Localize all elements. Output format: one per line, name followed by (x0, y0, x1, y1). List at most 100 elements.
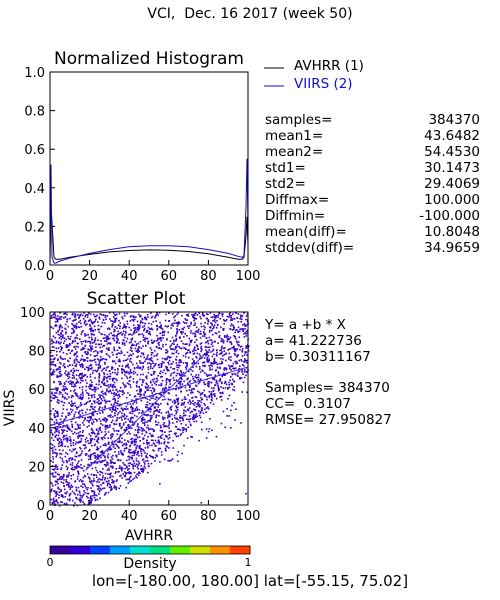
scatter-point (116, 373, 119, 376)
scatter-point (97, 328, 99, 331)
scatter-point (130, 357, 132, 360)
scatter-point (190, 321, 192, 324)
scatter-point (106, 337, 109, 340)
scatter-point (59, 418, 62, 421)
scatter-point (121, 453, 124, 455)
scatter-point (219, 318, 221, 320)
scatter-point (51, 434, 54, 436)
scatter-point (146, 414, 148, 416)
scatter-point (190, 373, 192, 376)
scatter-point (204, 364, 207, 367)
scatter-point (67, 365, 69, 368)
scatter-point (101, 370, 103, 372)
scatter-point (120, 331, 122, 334)
scatter-point (245, 325, 247, 327)
scatter-point (234, 348, 237, 351)
scatter-point (65, 346, 68, 349)
scatter-point (86, 360, 89, 362)
scatter-point (238, 368, 240, 370)
scatter-point (109, 390, 112, 393)
scatter-point (91, 423, 94, 425)
scatter-point (150, 312, 152, 314)
scatter-point (172, 377, 175, 379)
scatter-point (190, 340, 192, 342)
scatter-point (203, 335, 206, 337)
scatter-point (170, 363, 172, 365)
scatter-point (150, 351, 153, 354)
scatter-point (104, 455, 106, 457)
scatter-point (234, 419, 236, 421)
scatter-point (76, 497, 78, 500)
scatter-point (54, 410, 57, 412)
scatter-point (54, 392, 56, 394)
scatter-point (89, 345, 91, 347)
scatter-point (142, 458, 145, 461)
scatter-point (151, 352, 154, 354)
scatter-point (84, 335, 86, 337)
scatter-point (246, 359, 248, 362)
scatter-point (78, 321, 80, 323)
scatter-point (209, 369, 211, 371)
scatter-point (96, 456, 98, 459)
scatter-point (73, 413, 76, 416)
scatter-point (192, 400, 194, 402)
scatter-point (129, 368, 132, 371)
scatter-point (101, 436, 103, 439)
scatter-point (123, 450, 126, 452)
scatter-point (84, 368, 86, 370)
scatter-point (65, 492, 67, 495)
scatter-point (124, 359, 127, 362)
scatter-point (170, 374, 172, 377)
scatter-point (138, 454, 140, 457)
scatter-point (56, 452, 59, 455)
scatter-point (73, 492, 75, 494)
scatter-point (78, 480, 81, 482)
scatter-point (155, 380, 158, 383)
scatter-point (82, 358, 84, 361)
scatter-point (74, 480, 77, 482)
scatter-point (91, 444, 93, 447)
scatter-point (184, 386, 187, 389)
scatter-point (69, 338, 71, 340)
scatter-point (87, 464, 90, 466)
scatter-point (203, 383, 206, 385)
scatter-point (193, 415, 196, 418)
scatter-point (122, 317, 124, 320)
scatter-point (58, 488, 60, 490)
scatter-point (185, 368, 188, 370)
scatter-point (196, 403, 198, 405)
scatter-point (135, 441, 137, 443)
scatter-point (101, 472, 104, 474)
scatter-point (95, 469, 98, 472)
scatter-point (147, 371, 150, 374)
scatter-point (70, 477, 73, 480)
scatter-point (87, 416, 89, 419)
scatter-point (124, 336, 126, 339)
scatter-point (94, 390, 96, 393)
scatter-point (153, 450, 155, 452)
scatter-point (101, 450, 104, 452)
scatter-point (60, 467, 63, 469)
scatter-point (86, 353, 88, 356)
scatter-point (209, 364, 212, 366)
scatter-point (218, 331, 220, 333)
scatter-point (55, 340, 58, 343)
scatter-point (132, 464, 134, 466)
scatter-point (123, 342, 126, 345)
scatter-point (117, 391, 119, 393)
scatter-point (123, 439, 126, 441)
scatter-point (138, 462, 140, 465)
scatter-point (173, 322, 175, 324)
scatter-point (66, 313, 68, 316)
scatter-point (216, 332, 218, 335)
scatter-point (110, 485, 112, 488)
scatter-point (227, 387, 229, 390)
scatter-point (75, 369, 78, 372)
scatter-point (120, 390, 122, 393)
scatter-point (210, 351, 212, 353)
scatter-point (98, 372, 100, 375)
scatter-point (228, 384, 230, 386)
scatter-point (94, 452, 96, 455)
scatter-point (59, 476, 62, 478)
scatter-point (241, 348, 244, 350)
